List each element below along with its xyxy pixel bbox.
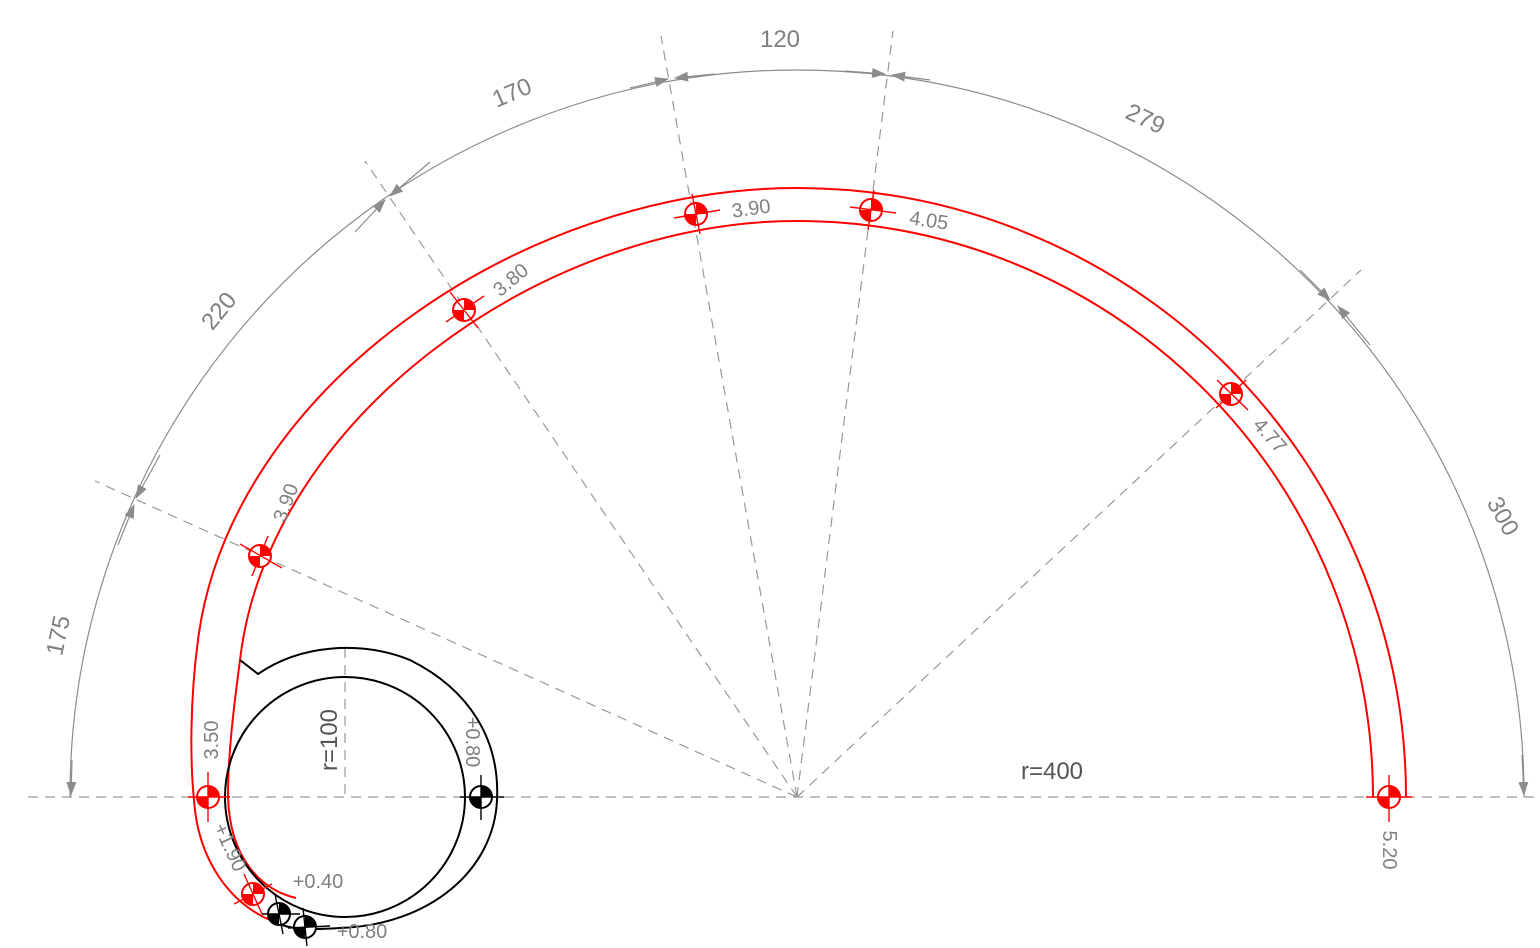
marker-405 [849,189,897,231]
ramp-outer-wall [190,186,1407,923]
elev-label-390a: 3.90 [269,481,303,525]
dim-arrow-220-start [135,454,161,499]
elev-label-380: 3.80 [489,259,533,301]
marker-390a [239,535,283,577]
outer-radius-label: r=400 [1021,758,1083,785]
marker-190 [233,873,273,915]
inner-radius-label: r=100 [316,709,343,771]
marker-b080b [287,907,331,947]
elev-label-b040: +0.40 [293,871,344,893]
elev-label-b080a: +0.80 [461,717,483,768]
ray-80 [796,30,894,798]
ray-165 [94,480,798,798]
dim-arrow-170-end [629,77,669,89]
marker-380 [445,291,485,329]
dim-label-175: 175 [41,613,76,658]
elev-label-477: 4.77 [1248,414,1290,458]
marker-520 [1366,775,1412,822]
marker-b080a [460,775,504,820]
elev-label-350: 3.50 [201,721,223,760]
dim-label-300: 300 [1481,492,1524,540]
inner-core-outer-wall [239,646,499,931]
marker-350 [188,772,230,822]
marker-390b [673,193,721,235]
marker-477 [1215,379,1249,411]
elev-label-190: +1.90 [209,820,250,875]
ray-125 [364,160,798,798]
dim-arrow-279-end [1299,269,1331,301]
elev-label-520: 5.20 [1378,831,1400,870]
dim-arrow-120-start [674,71,716,82]
dim-label-120: 120 [760,26,800,53]
elevation-labels-black: +0.80 +0.40 +0.80 [293,717,483,943]
dim-arrow-175-end [117,504,135,546]
construction-lines [28,30,1540,798]
ray-40 [796,269,1362,798]
dim-arrow-279-start [891,71,931,82]
dim-arrow-300-start [1337,305,1371,346]
elevation-markers-red [188,189,1412,915]
dim-label-220: 220 [196,287,242,335]
dim-arrow-300-end [1518,754,1529,796]
ramp-walls [190,186,1407,923]
dim-arrow-175-start [66,759,77,796]
marker-b040 [262,893,300,935]
dim-arrow-220-end [354,199,386,233]
dimension-arc [66,68,1529,798]
elev-label-405: 4.05 [908,207,950,234]
elev-label-390b: 3.90 [730,195,772,222]
ray-99 [660,35,798,798]
elev-label-b080b: +0.80 [337,921,388,943]
dim-label-279: 279 [1121,99,1169,140]
dim-arrow-120-end [844,68,886,79]
dim-label-170: 170 [488,73,535,114]
dim-arrow-170-start [389,161,431,197]
elevation-markers-black [262,775,504,947]
dimension-arc-line [69,69,1525,798]
